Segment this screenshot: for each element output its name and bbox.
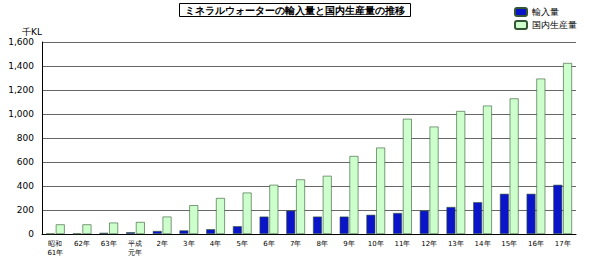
svg-text:2年: 2年 xyxy=(156,240,167,248)
svg-text:400: 400 xyxy=(17,181,34,191)
svg-text:4年: 4年 xyxy=(210,240,221,248)
svg-text:200: 200 xyxy=(17,205,34,215)
svg-text:1,000: 1,000 xyxy=(8,109,34,119)
svg-text:元年: 元年 xyxy=(128,249,142,257)
svg-text:0: 0 xyxy=(28,229,34,239)
svg-text:輸入量: 輸入量 xyxy=(532,7,559,17)
svg-text:11年: 11年 xyxy=(394,240,410,248)
svg-text:7年: 7年 xyxy=(290,240,301,248)
svg-text:63年: 63年 xyxy=(101,240,117,248)
svg-text:3年: 3年 xyxy=(183,240,194,248)
svg-text:12年: 12年 xyxy=(421,240,437,248)
svg-text:62年: 62年 xyxy=(74,240,90,248)
svg-text:国内生産量: 国内生産量 xyxy=(532,20,577,30)
svg-text:1,400: 1,400 xyxy=(8,61,34,71)
svg-text:千KL: 千KL xyxy=(22,27,42,37)
svg-text:9年: 9年 xyxy=(343,240,354,248)
svg-text:15年: 15年 xyxy=(501,240,517,248)
svg-text:600: 600 xyxy=(17,157,34,167)
svg-text:10年: 10年 xyxy=(368,240,384,248)
svg-text:8年: 8年 xyxy=(317,240,328,248)
svg-text:16年: 16年 xyxy=(528,240,544,248)
svg-text:ミネラルウォーターの輸入量と国内生産量の推移: ミネラルウォーターの輸入量と国内生産量の推移 xyxy=(185,5,405,16)
svg-text:平成: 平成 xyxy=(128,240,142,248)
svg-text:800: 800 xyxy=(17,133,34,143)
svg-text:6年: 6年 xyxy=(263,240,274,248)
svg-text:17年: 17年 xyxy=(555,240,571,248)
svg-text:14年: 14年 xyxy=(475,240,491,248)
svg-text:昭和: 昭和 xyxy=(48,240,62,248)
svg-text:5年: 5年 xyxy=(237,240,248,248)
svg-text:13年: 13年 xyxy=(448,240,464,248)
svg-text:1,200: 1,200 xyxy=(8,85,34,95)
svg-text:61年: 61年 xyxy=(47,249,63,257)
svg-text:1,600: 1,600 xyxy=(8,37,34,47)
